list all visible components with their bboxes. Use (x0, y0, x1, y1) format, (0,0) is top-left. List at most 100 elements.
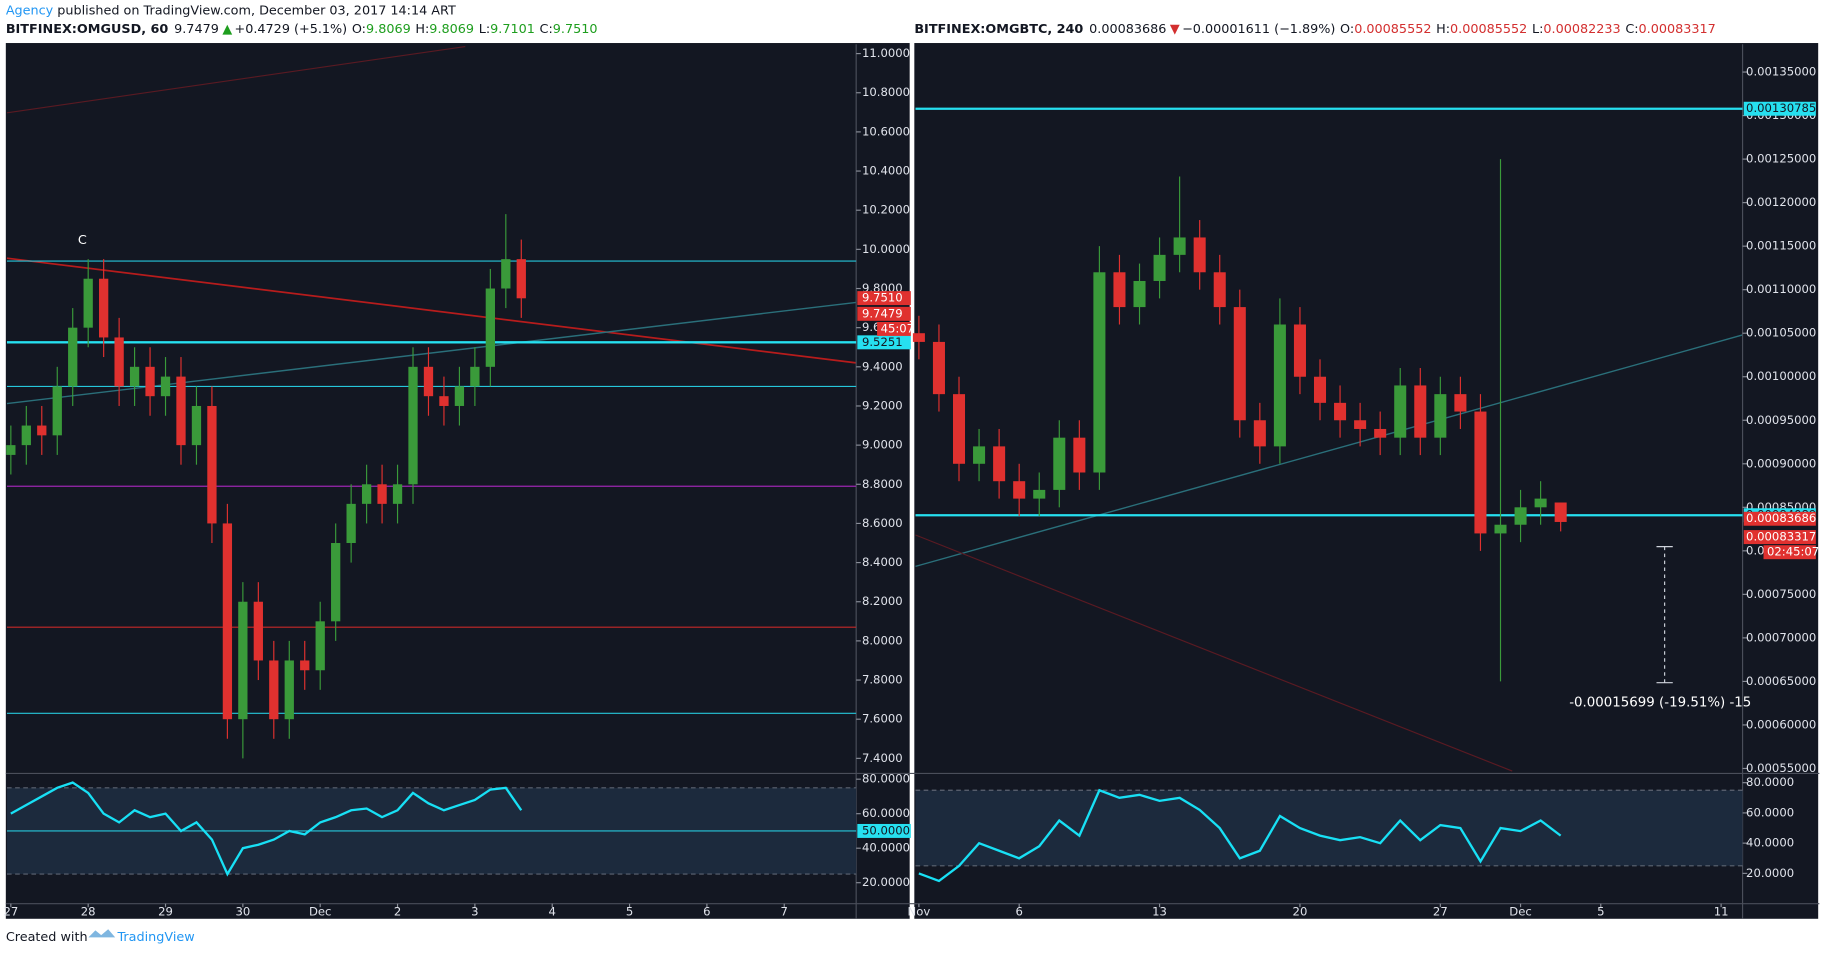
author[interactable]: Agency (6, 3, 54, 18)
rsi-tick-label: 80.0000 (862, 772, 910, 786)
candle-body (129, 366, 140, 387)
candle-body (52, 386, 62, 436)
y-tick-label: 0.00060000 (1746, 717, 1816, 731)
price-tag (1743, 511, 1816, 526)
x-tick-label: 11 (1714, 904, 1729, 918)
x-tick-label: 27 (1433, 904, 1448, 918)
x-tick-label: 5 (626, 904, 633, 918)
candle-body (160, 376, 171, 397)
rsi-line (10, 781, 523, 877)
candle-body (1474, 411, 1487, 534)
countdown: 02:45:07 (1767, 545, 1819, 559)
countdown: 45:07 (881, 321, 915, 335)
ohlc-value: 0.00085552 (1450, 22, 1527, 37)
last-price: 0.00083686 (1089, 22, 1166, 37)
rsi-tick-label: 20.0000 (862, 875, 910, 889)
change: −0.00001611 (−1.89%) (1182, 22, 1335, 37)
price-tag-label: 9.7510 (862, 291, 903, 305)
candle-body (68, 327, 78, 387)
ohlc-label: L: (479, 22, 490, 37)
candle-body (454, 386, 465, 406)
candle-body (439, 396, 449, 406)
candle-body (1374, 428, 1387, 438)
price-tag (857, 291, 911, 306)
y-tick-label: 0.00120000 (1746, 195, 1816, 209)
trend-line (915, 334, 1743, 568)
candle-body (1554, 502, 1567, 522)
candle-body (21, 425, 31, 446)
y-tick-label: 9.0000 (862, 438, 903, 452)
rsi-tick-label: 80.0000 (1746, 775, 1794, 789)
publish-line: Agency published on TradingView.com, Dec… (6, 3, 456, 18)
x-tick-label: 30 (235, 904, 250, 918)
candle-body (1113, 272, 1126, 308)
candle-body (1053, 437, 1066, 490)
x-tick-label: 29 (158, 904, 173, 918)
candle-body (993, 446, 1006, 482)
x-tick-label: 6 (1015, 904, 1022, 918)
candle-body (932, 341, 945, 395)
right-panel (914, 43, 1819, 919)
candle-body (1334, 402, 1347, 421)
trend-line (6, 257, 857, 364)
candle-body (315, 621, 325, 671)
y-tick-label: 0.00095000 (1746, 413, 1816, 427)
candle-body (423, 366, 434, 397)
x-tick-label: 7 (781, 904, 788, 918)
candle-body (1414, 385, 1427, 438)
candle-body (238, 601, 248, 720)
ohlc-value: 0.00082233 (1543, 22, 1620, 37)
candle-body (1354, 420, 1367, 429)
y-tick-label: 10.4000 (862, 164, 910, 178)
y-tick-label: 0.00090000 (1746, 456, 1816, 470)
x-tick-label: 2 (394, 904, 401, 918)
candle-body (37, 425, 47, 436)
brand[interactable]: TradingView (116, 930, 194, 945)
candle-body (1173, 237, 1186, 255)
y-tick-label: 8.8000 (862, 477, 903, 491)
candle-body (470, 366, 480, 387)
candle-body (145, 366, 155, 397)
candle-body (973, 446, 986, 464)
level-tag-label: 0.00130785 (1746, 101, 1816, 115)
price-tag-label: 9.7479 (862, 306, 903, 320)
candle-body (516, 259, 526, 299)
y-tick-label: 10.8000 (862, 85, 910, 99)
candle-body (1514, 507, 1527, 525)
trend-line (6, 45, 466, 114)
y-tick-label: 8.4000 (862, 555, 903, 569)
candle-body (222, 523, 233, 720)
charts: BITFINEX:OMGUSD, 60 9.7479 ▲ +0.4729 (+5.1%… (3, 22, 1820, 919)
y-tick-label: 10.6000 (862, 124, 910, 138)
y-tick-label: 0.00055000 (1746, 761, 1816, 775)
candle-body (207, 405, 217, 524)
candle-body (346, 503, 356, 544)
y-tick-label: 9.2000 (862, 398, 903, 412)
ohlc-label: C: (540, 22, 553, 37)
ohlc-value: 9.8069 (366, 22, 411, 37)
x-tick-label: 3 (471, 904, 478, 918)
rsi-tick-label: 60.0000 (1746, 805, 1794, 819)
x-tick-label: Dec (1509, 904, 1532, 918)
ohlc-label: O: (1340, 22, 1354, 37)
y-tick-label: 11.0000 (862, 46, 910, 60)
candle-body (1213, 272, 1226, 308)
x-tick-label: 20 (1293, 904, 1308, 918)
rsi-line (918, 788, 1562, 883)
ohlc-value: 0.00083317 (1639, 22, 1716, 37)
candle-body (1293, 324, 1306, 377)
countdown-tag (1763, 545, 1816, 560)
ohlc-label: H: (1436, 22, 1450, 37)
candle-body (1033, 489, 1046, 499)
candle-body (501, 259, 511, 289)
x-tick-label: Nov (908, 904, 931, 918)
candle-body (952, 394, 966, 464)
rsi-band (915, 790, 1743, 866)
ohlc-label: H: (415, 22, 429, 37)
candle-body (1253, 420, 1266, 447)
rsi-tick-label: 20.0000 (1746, 866, 1794, 880)
countdown-tag (877, 321, 911, 336)
ohlc-value: 9.8069 (429, 22, 474, 37)
candle-body (99, 278, 109, 338)
level-tag-label: 9.5251 (862, 335, 903, 349)
